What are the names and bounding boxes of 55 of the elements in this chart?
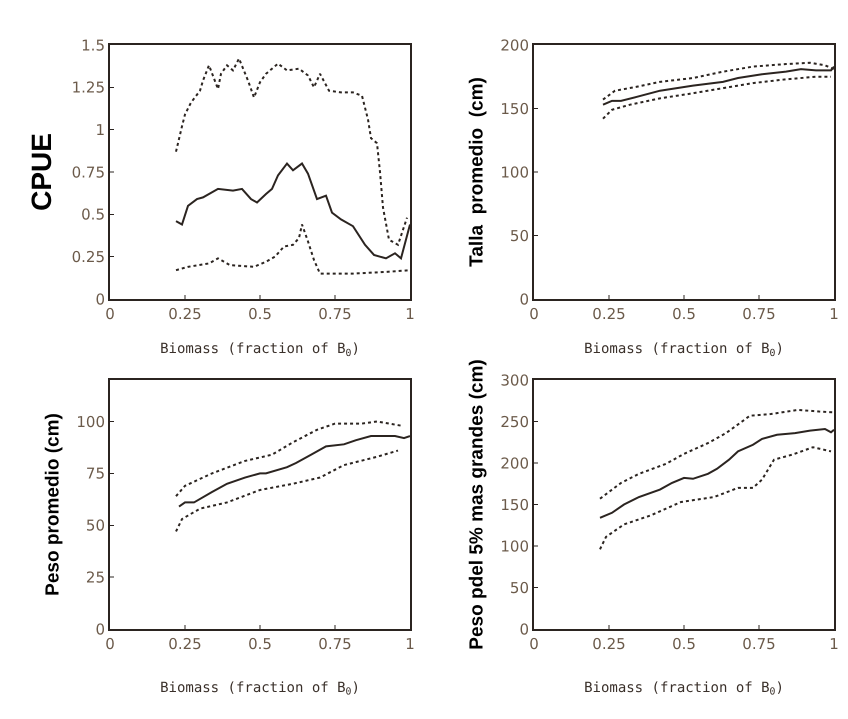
y-axis-title: Peso promedio (cm) <box>42 413 64 596</box>
y-tick-label: 0 <box>519 290 529 308</box>
y-tick-label: 200 <box>500 454 529 472</box>
y-axis-title: Peso pdel 5% mas grandes (cm) <box>466 359 488 650</box>
x-axis-title: Biomass (fraction of B$_{0}$) <box>584 341 784 359</box>
x-tick-label: 0.25 <box>592 305 626 323</box>
y-tick-label: 1.25 <box>72 78 105 97</box>
y-tick-label: 0 <box>95 290 105 308</box>
y-tick-label: 150 <box>500 496 529 514</box>
y-tick-label: 0 <box>95 620 105 638</box>
line-series <box>599 446 832 550</box>
y-tick-label: 1.5 <box>81 36 105 54</box>
y-tick-label: 100 <box>500 537 529 556</box>
x-tick-label: 0.5 <box>248 305 272 323</box>
x-tick-label: 1 <box>829 305 839 323</box>
x-tick-label: 1 <box>405 635 415 653</box>
y-tick-label: 50 <box>86 516 105 534</box>
x-tick-label: 0.25 <box>592 635 626 653</box>
y-tick-label: 0.75 <box>72 163 105 182</box>
x-tick-label: 0.75 <box>318 305 352 323</box>
x-tick-label: 1 <box>405 305 415 323</box>
line-series <box>175 223 410 275</box>
y-tick-label: 50 <box>510 226 529 245</box>
x-tick-label: 0.75 <box>742 635 776 653</box>
y-tick-label: 1 <box>95 120 105 139</box>
line-series <box>599 408 834 500</box>
x-tick-label: 0.75 <box>318 635 352 653</box>
y-tick-label: 0.25 <box>72 248 105 266</box>
y-tick-label: 25 <box>86 568 105 586</box>
line-series <box>175 450 399 532</box>
y-tick-label: 150 <box>500 100 529 118</box>
y-tick-label: 100 <box>76 412 105 431</box>
y-tick-label: 50 <box>510 578 529 597</box>
line-series <box>175 420 402 498</box>
x-axis-title: Biomass (fraction of B$_{0}$) <box>160 341 360 359</box>
y-axis-title: Talla promedio (cm) <box>466 77 488 267</box>
y-tick-label: 100 <box>500 163 529 182</box>
x-tick-label: 0.25 <box>168 305 202 323</box>
x-tick-label: 0.25 <box>168 635 202 653</box>
y-tick-label: 75 <box>86 464 105 483</box>
y-tick-label: 200 <box>500 36 529 54</box>
x-tick-label: 0.75 <box>742 305 776 323</box>
line-series <box>175 58 408 246</box>
x-tick-label: 1 <box>829 635 839 653</box>
y-tick-label: 0.5 <box>81 206 105 224</box>
y-axis-title: CPUE <box>26 133 57 211</box>
y-tick-label: 0 <box>519 620 529 638</box>
x-tick-label: 0.5 <box>248 635 272 653</box>
y-tick-label: 300 <box>500 371 529 390</box>
line-series <box>602 76 832 120</box>
x-tick-label: 0.5 <box>672 305 696 323</box>
y-tick-label: 250 <box>500 412 529 431</box>
x-axis-title: Biomass (fraction of B$_{0}$) <box>160 680 360 698</box>
x-tick-label: 0.5 <box>672 635 696 653</box>
x-axis-title: Biomass (fraction of B$_{0}$) <box>584 680 784 698</box>
